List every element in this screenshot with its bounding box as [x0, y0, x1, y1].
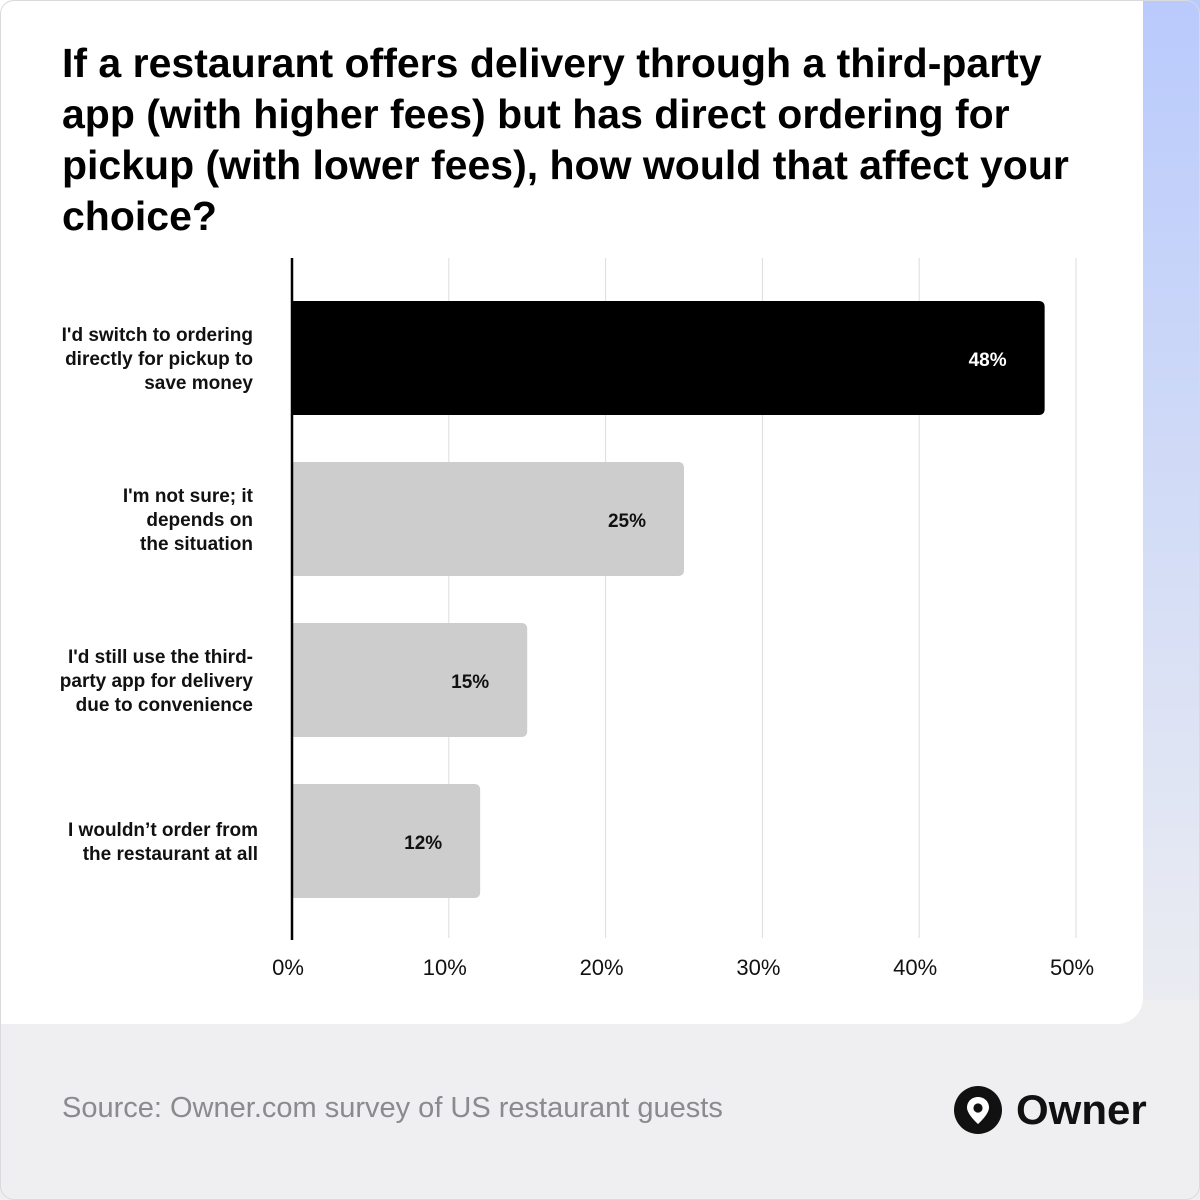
category-label: depends on — [146, 510, 253, 531]
category-label: I'd switch to ordering — [62, 325, 253, 346]
x-tick-label: 30% — [736, 955, 780, 980]
source-note: Source: Owner.com survey of US restauran… — [62, 1092, 723, 1124]
brand-name: Owner — [1016, 1086, 1147, 1133]
bar-chart: 48% I'd switch to ordering directly for pi… — [60, 258, 1094, 980]
category-label: the situation — [140, 534, 253, 555]
x-tick-label: 20% — [580, 955, 624, 980]
x-tick-label: 40% — [893, 955, 937, 980]
category-label: party app for delivery — [60, 671, 254, 692]
category-label: I wouldn’t order from — [68, 820, 258, 841]
data-label: 12% — [404, 833, 442, 854]
x-tick-label: 50% — [1050, 955, 1094, 980]
chart-card: If a restaurant offers delivery through … — [59, 40, 1095, 980]
data-label: 48% — [969, 350, 1007, 371]
category-label: directly for pickup to — [65, 349, 253, 370]
location-pin-icon — [954, 1086, 1002, 1134]
bar — [292, 623, 528, 737]
bar — [292, 301, 1045, 415]
x-tick-label: 10% — [423, 955, 467, 980]
category-label: I'd still use the third- — [68, 647, 253, 668]
x-tick-label: 0% — [272, 955, 304, 980]
category-label: save money — [144, 373, 253, 394]
category-label: I'm not sure; it — [123, 486, 254, 507]
data-label: 15% — [451, 672, 489, 693]
category-label: due to convenience — [76, 695, 253, 716]
bar — [292, 784, 481, 898]
bar — [292, 462, 684, 576]
data-label: 25% — [608, 511, 646, 532]
chart-title: If a restaurant offers delivery through … — [62, 40, 1069, 239]
brand-logo: Owner — [954, 1085, 1147, 1135]
category-label: the restaurant at all — [83, 844, 258, 865]
footer-background — [0, 1000, 1200, 1200]
